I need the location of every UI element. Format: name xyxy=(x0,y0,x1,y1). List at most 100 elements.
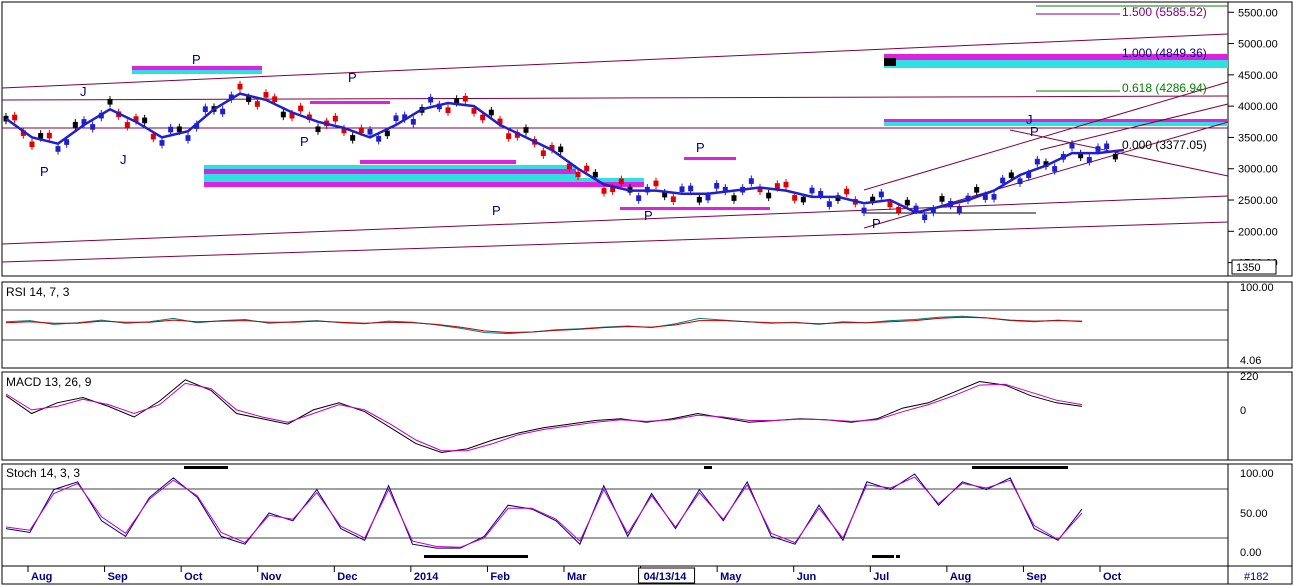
price-bar xyxy=(774,183,780,189)
price-bar xyxy=(376,136,382,142)
stoch-tick-0: 0.00 xyxy=(1240,547,1261,559)
stoch-tick-50: 50.00 xyxy=(1240,508,1268,520)
price-bar xyxy=(367,128,373,135)
price-bar xyxy=(497,118,503,125)
price-bar xyxy=(930,207,936,214)
price-bar xyxy=(792,195,798,201)
price-bar xyxy=(185,135,191,141)
corner-label: #182 xyxy=(1244,571,1268,583)
price-bar xyxy=(46,132,52,139)
price-bar xyxy=(228,94,234,101)
price-bar xyxy=(688,185,694,192)
time-label: Mar xyxy=(567,571,587,583)
price-bar xyxy=(861,207,867,214)
pivot-marker: P xyxy=(300,134,309,149)
price-bar xyxy=(722,186,728,193)
rsi-series xyxy=(5,315,1083,335)
price-bar xyxy=(315,126,321,133)
price-bar xyxy=(237,83,243,90)
price-bar xyxy=(974,186,980,193)
price-bar xyxy=(939,196,945,202)
price-bar xyxy=(1112,153,1118,160)
price-bar xyxy=(480,114,486,121)
price-bar xyxy=(904,199,910,206)
pivot-marker: P xyxy=(348,70,357,85)
fib-level-label: 1.500 (5585.52) xyxy=(1122,5,1207,19)
rsi-title: RSI 14, 7, 3 xyxy=(6,285,70,299)
price-bar xyxy=(220,108,226,115)
price-bar xyxy=(575,171,581,178)
price-bar xyxy=(20,130,26,136)
time-label: Aug xyxy=(31,571,52,583)
price-bar xyxy=(1017,178,1023,185)
pivot-marker: P xyxy=(192,52,201,67)
macd-title: MACD 13, 26, 9 xyxy=(6,375,92,389)
price-bar xyxy=(800,196,806,203)
corner-box xyxy=(1227,565,1293,585)
pivot-marker: J xyxy=(1026,112,1033,127)
rsi-panel xyxy=(1,281,1229,369)
price-bar xyxy=(705,194,711,201)
price-bar xyxy=(254,101,260,107)
time-label: 2014 xyxy=(414,571,439,583)
pivot-marker: J xyxy=(120,152,127,167)
time-label: Dec xyxy=(337,571,357,583)
price-bar xyxy=(393,115,399,122)
price-bar xyxy=(887,201,893,208)
price-bar xyxy=(696,196,702,203)
price-bar xyxy=(523,127,529,133)
price-bar xyxy=(610,186,616,193)
price-bar xyxy=(653,180,659,187)
stoch-series xyxy=(5,473,1083,549)
price-bar xyxy=(454,98,460,104)
pivot-marker: P xyxy=(872,216,881,231)
macd-tick-top: 220 xyxy=(1240,371,1258,383)
price-bar xyxy=(81,119,87,125)
price-bar xyxy=(592,171,598,178)
price-ma-line xyxy=(5,92,1125,214)
price-bar xyxy=(540,150,546,157)
macd-line-1 xyxy=(5,382,1083,452)
price-bar xyxy=(896,206,902,213)
price-bar xyxy=(298,105,304,112)
macd-axis xyxy=(1227,371,1293,461)
price-bar xyxy=(90,124,96,130)
pivot-marker: P xyxy=(492,203,501,218)
time-label: Feb xyxy=(490,571,510,583)
price-bar xyxy=(748,178,754,184)
price-bar xyxy=(1052,166,1058,172)
resistance-zones xyxy=(132,54,1228,210)
price-tick-label: 3500.00 xyxy=(1238,132,1278,144)
price-series xyxy=(5,92,1125,214)
price-bar xyxy=(410,119,416,125)
macd-series xyxy=(5,379,1083,454)
price-bar xyxy=(1026,172,1032,179)
price-bar xyxy=(956,206,962,213)
time-highlight-box xyxy=(638,567,696,584)
price-tick-label: 2000.00 xyxy=(1238,226,1278,238)
macd-tick-zero: 0 xyxy=(1240,405,1246,417)
price-bar xyxy=(1000,177,1006,184)
pivot-marker: P xyxy=(1030,124,1039,139)
price-bar xyxy=(878,191,884,198)
price-bar xyxy=(384,130,390,137)
time-label: Jul xyxy=(873,571,889,583)
stoch-signal-bars xyxy=(184,466,1068,558)
price-bar xyxy=(246,96,252,102)
price-bar xyxy=(38,132,44,139)
price-bar xyxy=(679,186,685,193)
price-bar xyxy=(506,133,512,139)
price-bar xyxy=(306,114,312,121)
time-label: Nov xyxy=(261,571,283,583)
price-bar xyxy=(1078,152,1084,159)
trendlines xyxy=(1,33,1229,263)
price-bar xyxy=(332,115,338,122)
fib-level-label: 0.000 (3377.05) xyxy=(1122,138,1207,152)
price-bar xyxy=(766,192,772,199)
price-bar xyxy=(965,195,971,202)
rsi-tick-top: 100.00 xyxy=(1240,282,1274,294)
rsi-tick-bottom: 4.06 xyxy=(1240,355,1261,367)
price-bar xyxy=(462,95,468,102)
price-bar xyxy=(1034,158,1040,165)
price-decorations xyxy=(1,5,1229,263)
